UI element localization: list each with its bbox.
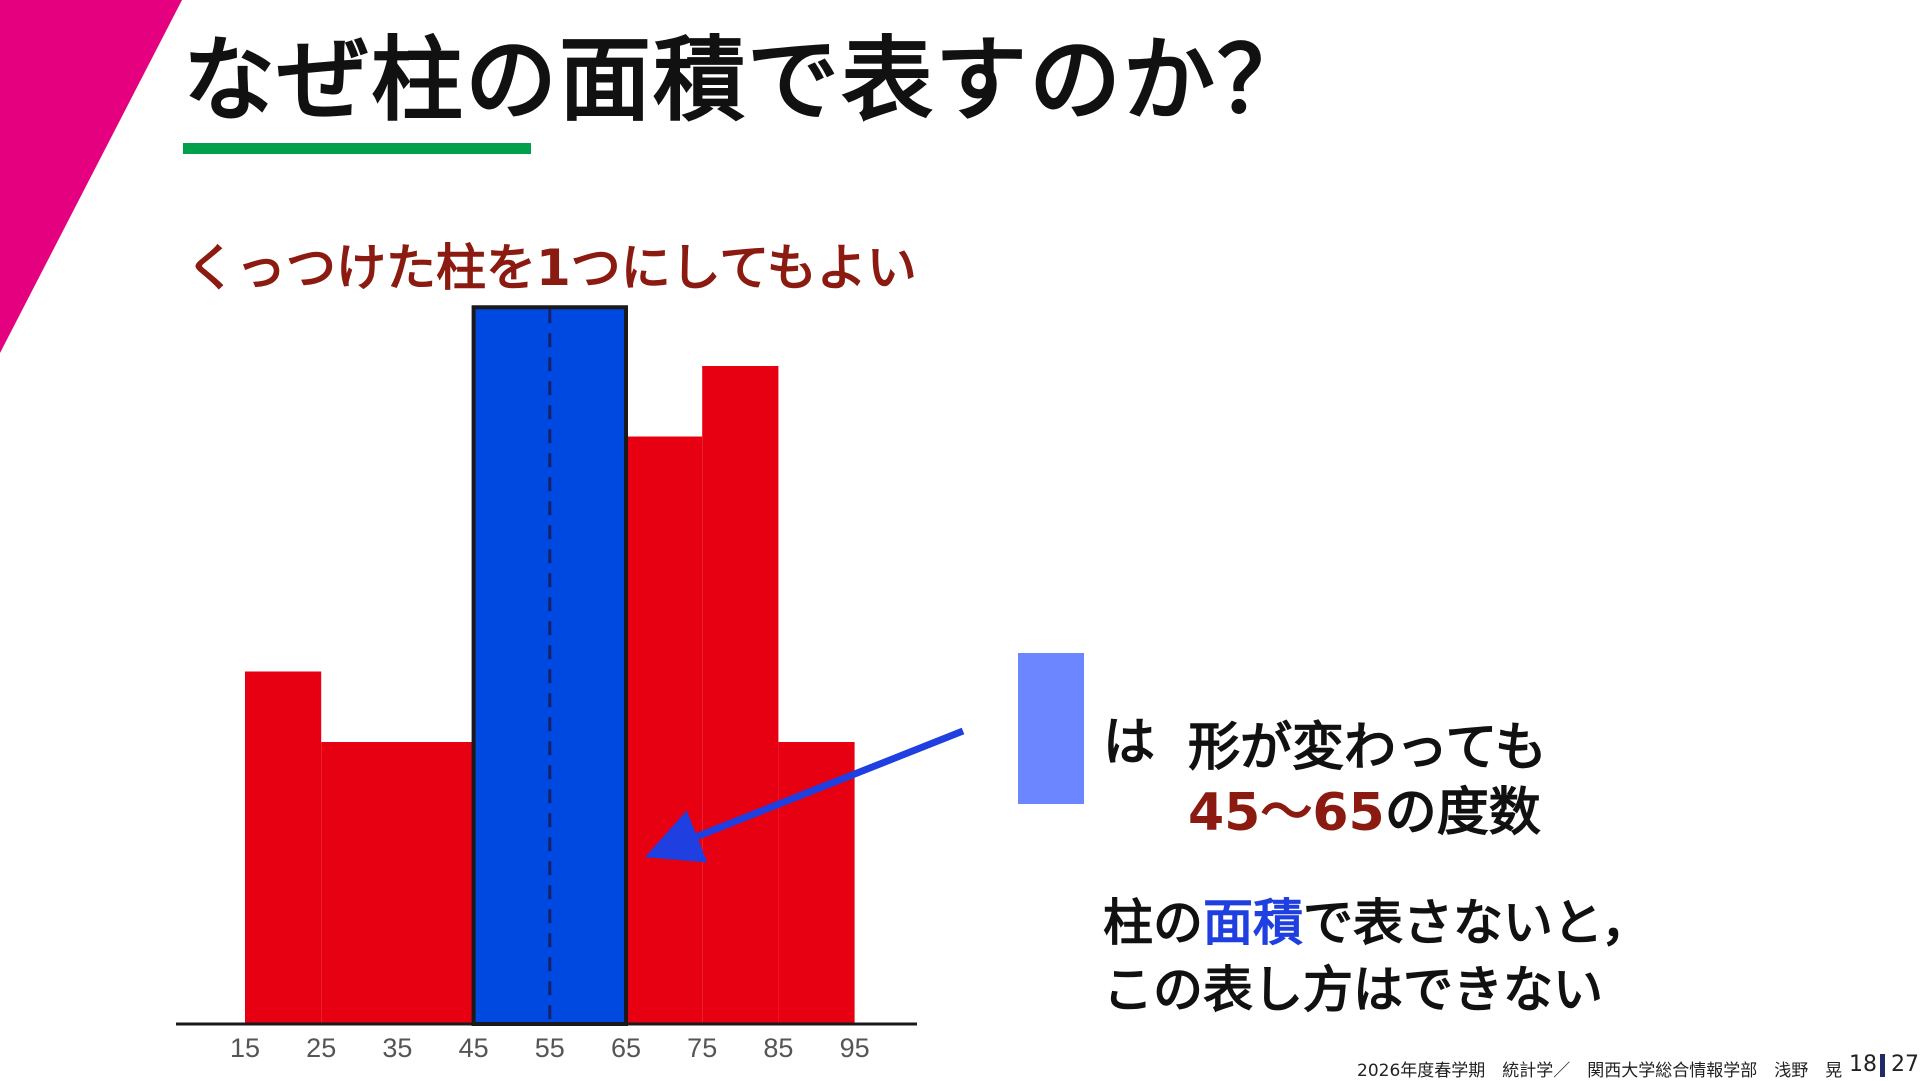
note-particle: は: [1103, 713, 1156, 773]
explanation-highlight: 面積: [1203, 894, 1303, 952]
blue-bar-swatch: [1018, 653, 1084, 804]
explanation-part1: 柱の: [1103, 894, 1203, 952]
x-tick-label: 15: [230, 1033, 260, 1063]
page-separator: [1880, 1054, 1885, 1077]
note-line1: 形が変わっても: [1188, 718, 1547, 778]
note-range: 45～65: [1188, 783, 1385, 843]
histogram-bar-85-95: [778, 742, 855, 1024]
histogram-bar-15-25: [245, 671, 322, 1024]
slide-title: なぜ柱の面積で表すのか？: [183, 27, 1312, 134]
explanation-part2: で表さないと，: [1303, 894, 1651, 952]
slide-subtitle: くっつけた柱を1つにしてもよい: [186, 239, 917, 297]
x-tick-label: 35: [382, 1033, 412, 1063]
x-tick-label: 95: [840, 1033, 870, 1063]
explanation-line2: この表し方はできない: [1103, 961, 1603, 1019]
note-line2: 45～65の度数: [1188, 770, 1541, 845]
explanation-line1: 柱の面積で表さないと，: [1103, 883, 1651, 955]
pointer-arrow: [644, 727, 965, 863]
title-underline: [183, 143, 531, 154]
histogram-bar-75-85: [702, 366, 779, 1024]
x-tick-label: 65: [611, 1033, 641, 1063]
corner-accent-triangle: [0, 0, 182, 353]
footer-text: 2026年度春学期 統計学／ 関西大学総合情報学部 浅野 晃: [1357, 1061, 1843, 1081]
histogram-bar-25-45: [321, 742, 474, 1024]
x-tick-label: 55: [535, 1033, 565, 1063]
x-tick-label: 85: [763, 1033, 793, 1063]
x-tick-label: 45: [459, 1033, 489, 1063]
x-tick-label: 25: [306, 1033, 336, 1063]
histogram-bar-65-75: [626, 436, 703, 1024]
histogram-bar-highlight-45-65: [471, 305, 628, 1026]
x-tick-label: 75: [687, 1033, 717, 1063]
page-number-total: 27: [1891, 1052, 1919, 1077]
page-number-current: 18: [1849, 1052, 1877, 1077]
note-line2-rest: の度数: [1384, 783, 1541, 843]
